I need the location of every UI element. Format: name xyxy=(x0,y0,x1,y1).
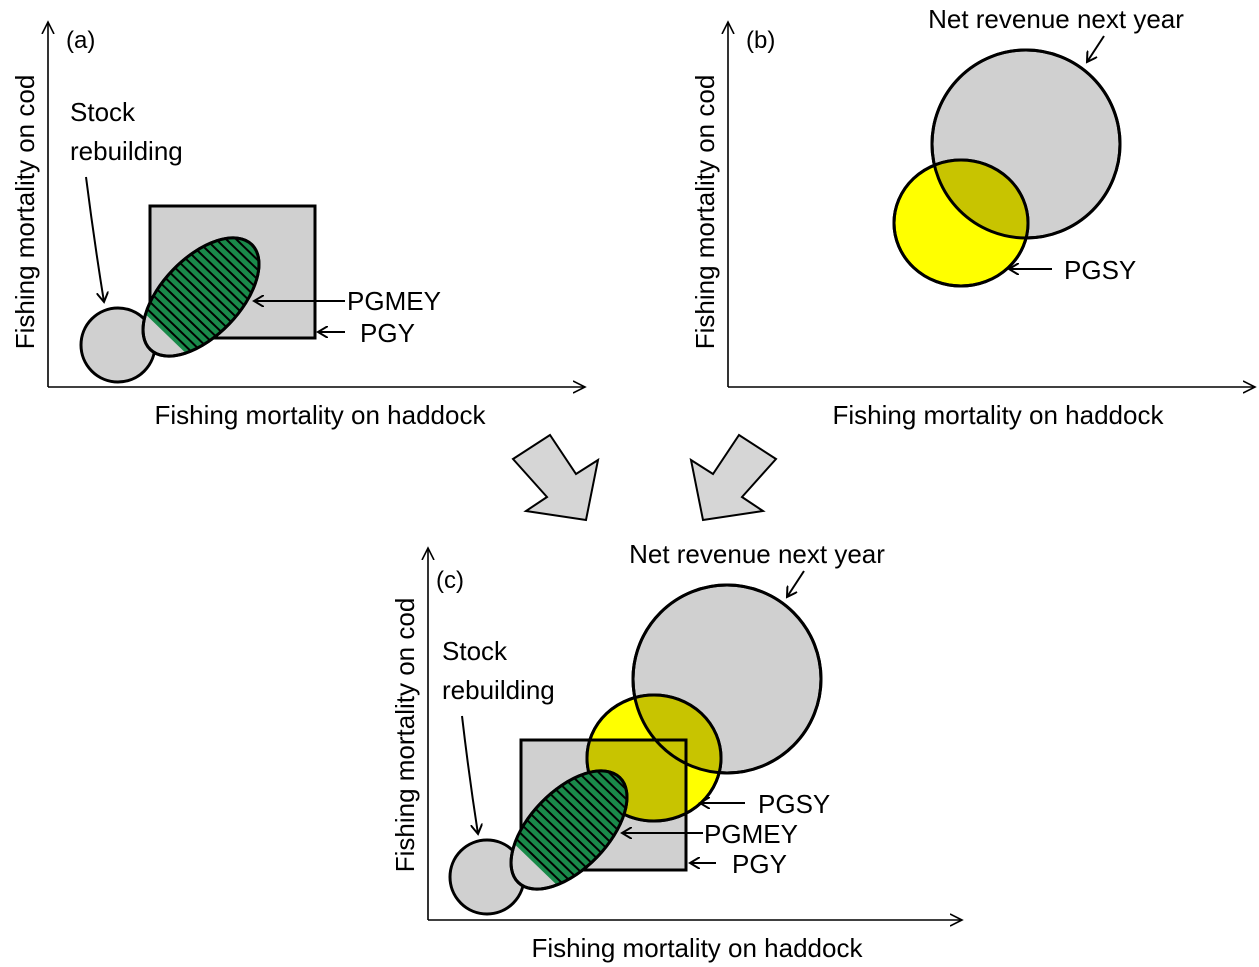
y-axis-label: Fishing mortality on cod xyxy=(690,75,720,350)
pgy-label: PGY xyxy=(360,318,415,348)
pgy-label: PGY xyxy=(732,849,787,879)
stock-label-line1: Stock xyxy=(70,97,136,127)
stock-label-line2: rebuilding xyxy=(70,136,183,166)
pgsy-outline xyxy=(892,158,1030,288)
revenue-arrow xyxy=(1087,35,1105,62)
y-axis-label: Fishing mortality on cod xyxy=(390,598,420,873)
x-axis-label: Fishing mortality on haddock xyxy=(833,400,1165,430)
stock-arrow xyxy=(461,715,478,834)
x-axis-label: Fishing mortality on haddock xyxy=(155,400,487,430)
pgsy-label: PGSY xyxy=(758,789,830,819)
revenue-label: Net revenue next year xyxy=(928,4,1184,34)
pgsy-label: PGSY xyxy=(1064,255,1136,285)
y-axis-label: Fishing mortality on cod xyxy=(10,75,40,350)
merge-arrow-right xyxy=(689,433,778,522)
pgmey-outline xyxy=(509,769,629,891)
panel-tag: (b) xyxy=(746,27,775,54)
net-revenue-outline xyxy=(631,583,823,775)
stock-arrow xyxy=(85,176,104,302)
merge-arrow-left xyxy=(511,433,600,522)
stock-label-line1: Stock xyxy=(442,636,508,666)
x-axis-label: Fishing mortality on haddock xyxy=(532,933,864,963)
panel-b: (b) Net revenue next year PGSY Fishing m… xyxy=(690,4,1255,430)
panel-tag: (c) xyxy=(436,567,464,594)
revenue-label: Net revenue next year xyxy=(629,539,885,569)
revenue-arrow xyxy=(787,570,805,597)
pgmey-region xyxy=(143,237,259,357)
stock-label-line2: rebuilding xyxy=(442,675,555,705)
panel-tag: (a) xyxy=(66,27,95,54)
pgmey-outline xyxy=(141,236,261,358)
pgmey-label: PGMEY xyxy=(347,286,441,316)
pgy-outline xyxy=(519,738,688,872)
panel-c: (c) Net revenue next year Stock rebuildi… xyxy=(390,539,962,963)
pgsy-outline xyxy=(585,693,723,823)
panel-a: (a) Stock rebuilding PGMEY PGY Fishing m… xyxy=(10,22,585,430)
pgmey-label: PGMEY xyxy=(704,819,798,849)
pgmey-region xyxy=(511,770,627,890)
